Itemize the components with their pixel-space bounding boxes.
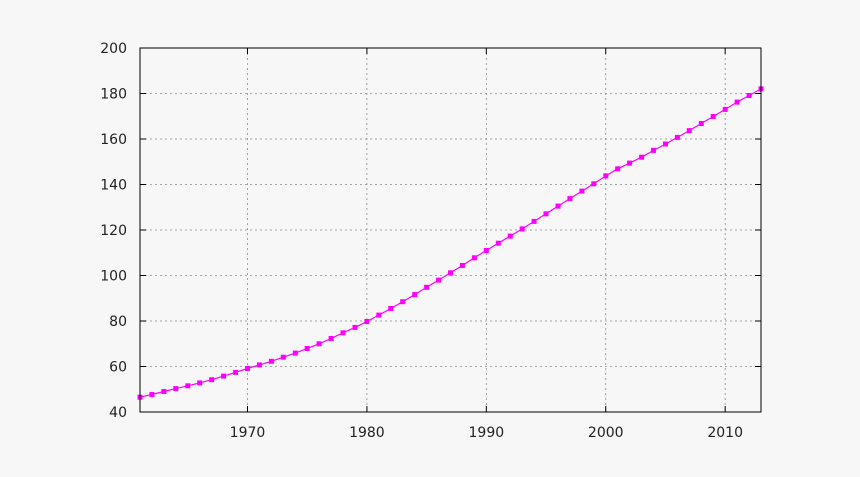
y-tick-label: 100 <box>100 269 127 285</box>
x-tick-label: 1970 <box>230 425 266 441</box>
data-point <box>436 277 442 283</box>
data-point <box>734 99 740 105</box>
data-point <box>746 93 752 98</box>
data-point <box>698 121 704 126</box>
data-point <box>710 114 716 119</box>
data-point <box>663 141 668 147</box>
y-tick-label: 40 <box>109 405 127 421</box>
y-tick-label: 80 <box>109 314 127 330</box>
data-point <box>591 181 597 187</box>
data-point <box>304 346 310 351</box>
data-point <box>316 341 322 347</box>
data-point <box>209 377 215 383</box>
data-point <box>615 166 621 172</box>
data-point <box>149 392 155 397</box>
data-point <box>352 324 358 330</box>
y-tick-label: 180 <box>100 87 127 103</box>
data-point <box>161 389 167 394</box>
data-point <box>483 248 489 253</box>
data-point <box>340 330 346 336</box>
data-point <box>185 383 191 389</box>
data-point <box>651 147 656 153</box>
x-tick-label: 2000 <box>588 425 624 441</box>
data-point <box>424 284 430 290</box>
series-group <box>137 86 764 400</box>
grid-lines <box>140 48 761 412</box>
data-point <box>256 362 262 368</box>
y-tick-label: 60 <box>109 360 127 376</box>
data-point <box>471 255 477 261</box>
data-point <box>519 226 525 232</box>
y-tick-label: 140 <box>100 178 127 194</box>
series-line <box>139 88 762 398</box>
data-point <box>543 211 549 217</box>
data-point <box>292 350 298 356</box>
data-point <box>627 160 633 166</box>
data-point <box>459 263 465 268</box>
data-point <box>280 354 286 360</box>
data-point <box>579 188 585 194</box>
data-point <box>221 373 227 379</box>
data-point <box>531 218 537 224</box>
x-tick-label: 1990 <box>469 425 505 441</box>
data-point <box>400 299 406 305</box>
data-point <box>567 196 573 202</box>
y-tick-label: 160 <box>100 132 127 148</box>
data-point <box>245 366 250 371</box>
data-point <box>495 240 501 246</box>
data-point <box>722 106 728 112</box>
data-point <box>268 358 274 364</box>
data-point <box>364 319 370 324</box>
y-tick-label: 200 <box>100 41 127 57</box>
data-point <box>233 369 238 375</box>
data-point <box>603 173 609 179</box>
data-point <box>197 380 203 386</box>
y-tick-label: 120 <box>100 223 127 239</box>
data-point <box>328 336 334 341</box>
data-point <box>674 134 680 140</box>
data-point <box>448 270 453 276</box>
data-point <box>388 306 394 311</box>
data-point <box>507 233 513 239</box>
data-point <box>639 154 645 160</box>
data-point <box>686 128 692 134</box>
x-tick-label: 2010 <box>707 425 743 441</box>
data-point <box>173 386 179 392</box>
x-tick-label: 1980 <box>349 425 385 441</box>
data-point <box>376 312 382 318</box>
data-point <box>555 203 561 209</box>
tick-labels: 40 60 80 100 120 140 160 180 200 1970 1980 1990 2000… <box>100 41 761 441</box>
data-point <box>412 292 418 298</box>
